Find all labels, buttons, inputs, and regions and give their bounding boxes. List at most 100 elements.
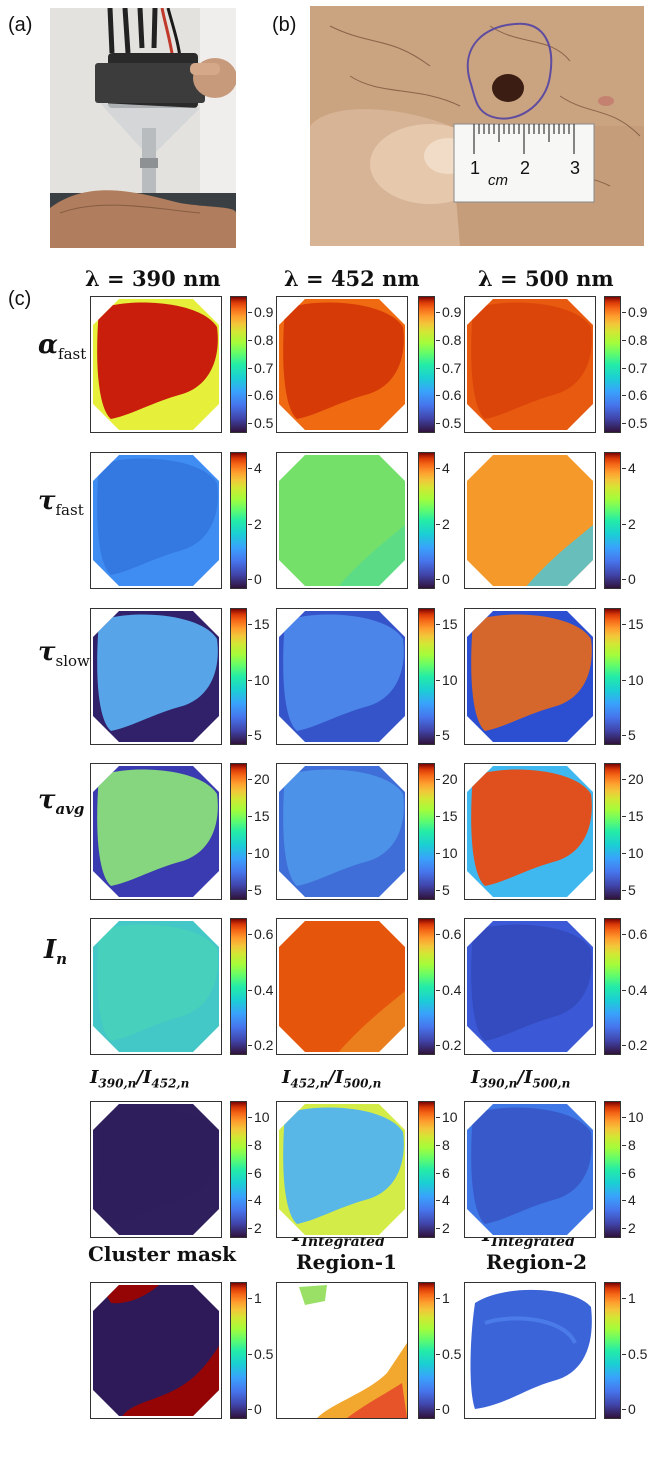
colorbar-tick-label: 8 (436, 1136, 450, 1153)
colorbar-row6-col1 (230, 1101, 247, 1238)
colorbar-tick-label: 10 (248, 1109, 270, 1125)
ruler-label-3: 3 (570, 158, 581, 178)
colorbar-tick-label: 4 (436, 1192, 450, 1209)
colorbar-tick-label: 0.4 (247, 981, 274, 998)
ratio-title-390-500: I390,n/I500,n (471, 1067, 571, 1091)
colorbar-tick-label: 0.6 (247, 387, 274, 404)
colorbar-tick-label: 5 (622, 882, 636, 898)
colorbar-tick-label: 5 (248, 727, 262, 743)
panel-label-b: (b) (272, 14, 297, 36)
colorbar-row7-col1 (230, 1282, 247, 1419)
row-label-tau-avg: τavg (38, 785, 85, 819)
colorbar-tick-label: 0 (436, 571, 450, 587)
heatmap-row7-col1 (90, 1282, 222, 1419)
colorbar-tick-label: 5 (622, 727, 636, 743)
colorbar-row7-col3 (604, 1282, 621, 1419)
colorbar-row4-col1 (230, 763, 247, 900)
colorbar-tick-label: 10 (622, 1109, 644, 1125)
heatmap-row4-col1 (90, 763, 222, 900)
colorbar-row1-col3 (604, 296, 621, 433)
colorbar-tick-label: 0.7 (247, 359, 274, 376)
colorbar-tick-label: 5 (436, 727, 450, 743)
colorbar-tick-label: 0.6 (247, 926, 274, 942)
colorbar-tick-label: 4 (248, 460, 262, 476)
colorbar-tick-label: 0.6 (435, 387, 462, 404)
heatmap-row3-col1 (90, 608, 222, 745)
colorbar-tick-label: 0.7 (435, 359, 462, 376)
colorbar-tick-label: 6 (622, 1164, 636, 1181)
colorbar-tick-label: 20 (436, 771, 458, 787)
photo-lesion-with-ruler: 1 2 3 cm (310, 6, 644, 246)
colorbar-tick-label: 0 (622, 1401, 636, 1417)
colorbar-tick-label: 8 (622, 1136, 636, 1153)
colorbar-row7-col2 (418, 1282, 435, 1419)
column-title-390: λ = 390 nm (85, 266, 221, 291)
heatmap-row2-col2 (276, 452, 408, 589)
colorbar-tick-label: 0 (436, 1401, 450, 1417)
colorbar-tick-label: 0 (622, 571, 636, 587)
colorbar-tick-label: 15 (248, 808, 270, 824)
heatmap-row1-col3 (464, 296, 596, 433)
heatmap-row2-col1 (90, 452, 222, 589)
panel-label-a: (a) (8, 14, 33, 36)
colorbar-tick-label: 10 (622, 845, 644, 861)
colorbar-tick-label: 0.6 (621, 387, 648, 404)
colorbar-row4-col3 (604, 763, 621, 900)
title-cluster-mask: Cluster mask (88, 1242, 237, 1266)
colorbar-tick-label: 10 (248, 671, 270, 688)
heatmap-row1-col2 (276, 296, 408, 433)
colorbar-tick-label: 0 (248, 1401, 262, 1417)
colorbar-tick-label: 6 (248, 1164, 262, 1181)
heatmap-row1-col1 (90, 296, 222, 433)
colorbar-tick-label: 2 (622, 515, 636, 532)
colorbar-tick-label: 4 (622, 1192, 636, 1209)
colorbar-tick-label: 0.5 (247, 1345, 274, 1362)
colorbar-tick-label: 0.2 (247, 1037, 274, 1053)
heatmap-row4-col2 (276, 763, 408, 900)
colorbar-row6-col3 (604, 1101, 621, 1238)
colorbar-tick-label: 4 (248, 1192, 262, 1209)
colorbar-tick-label: 1 (436, 1290, 450, 1306)
colorbar-tick-label: 10 (436, 1109, 458, 1125)
heatmap-row6-col1 (90, 1101, 222, 1238)
ratio-title-452-500: I452,n/I500,n (282, 1067, 382, 1091)
title-region-1: Region-1 (296, 1250, 398, 1274)
colorbar-tick-label: 2 (622, 1220, 636, 1236)
colorbar-tick-label: 0.9 (435, 304, 462, 320)
title-region-2: Region-2 (486, 1250, 588, 1274)
colorbar-tick-label: 10 (248, 845, 270, 861)
colorbar-tick-label: 0.8 (621, 331, 648, 348)
colorbar-tick-label: 1 (248, 1290, 262, 1306)
colorbar-tick-label: 0.8 (247, 331, 274, 348)
colorbar-row2-col3 (604, 452, 621, 589)
heatmap-row7-col3 (464, 1282, 596, 1419)
colorbar-tick-label: 0.5 (621, 415, 648, 431)
colorbar-row3-col3 (604, 608, 621, 745)
ruler-label-1: 1 (470, 158, 481, 178)
colorbar-row2-col1 (230, 452, 247, 589)
heatmap-row6-col2 (276, 1101, 408, 1238)
colorbar-tick-label: 0.5 (247, 415, 274, 431)
heatmap-row3-col2 (276, 608, 408, 745)
column-title-452: λ = 452 nm (284, 266, 420, 291)
colorbar-tick-label: 2 (248, 515, 262, 532)
heatmap-row5-col3 (464, 918, 596, 1055)
colorbar-row5-col2 (418, 918, 435, 1055)
colorbar-tick-label: 0.4 (621, 981, 648, 998)
heatmap-row2-col3 (464, 452, 596, 589)
colorbar-tick-label: 1 (622, 1290, 636, 1306)
colorbar-row1-col2 (418, 296, 435, 433)
colorbar-tick-label: 0.2 (435, 1037, 462, 1053)
colorbar-tick-label: 10 (436, 845, 458, 861)
colorbar-tick-label: 6 (436, 1164, 450, 1181)
colorbar-row2-col2 (418, 452, 435, 589)
heatmap-row5-col1 (90, 918, 222, 1055)
heatmap-row7-col2 (276, 1282, 408, 1419)
colorbar-row3-col1 (230, 608, 247, 745)
colorbar-row5-col1 (230, 918, 247, 1055)
row-label-tau-slow: τslow (38, 637, 90, 671)
colorbar-tick-label: 0.2 (621, 1037, 648, 1053)
colorbar-tick-label: 5 (436, 882, 450, 898)
photo-probe-on-arm (50, 8, 236, 248)
colorbar-tick-label: 0.9 (621, 304, 648, 320)
